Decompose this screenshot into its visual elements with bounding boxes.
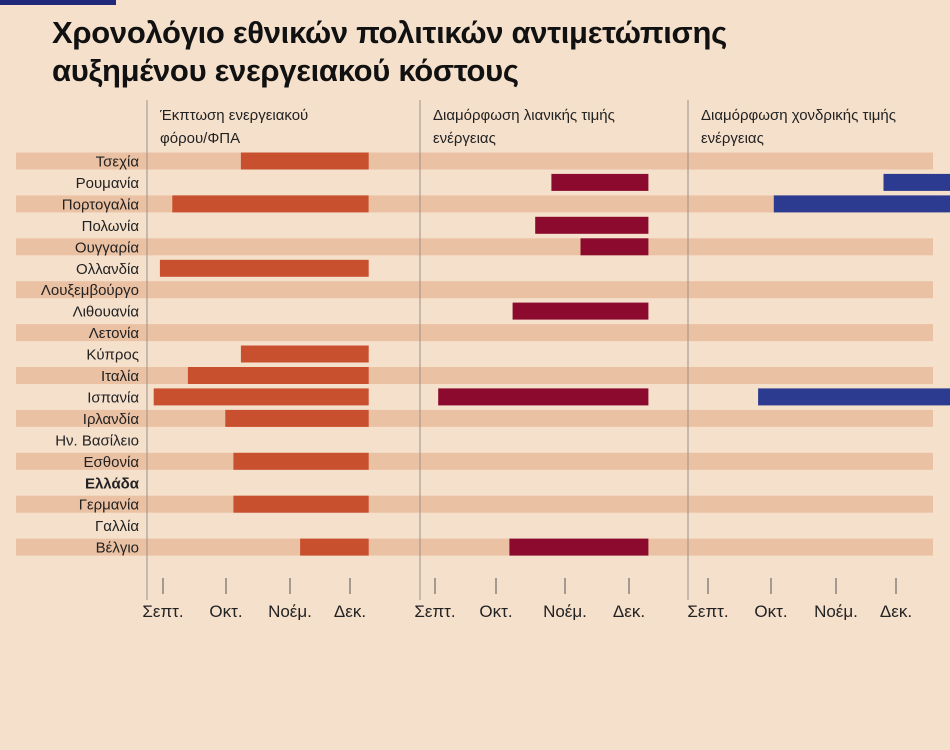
x-tick-label: Νοέμ. xyxy=(543,602,587,621)
row-band xyxy=(16,367,933,384)
bar-panel1 xyxy=(300,538,369,556)
x-tick-label: Οκτ. xyxy=(209,602,242,621)
panel-heading-2: ενέργειας xyxy=(433,130,496,147)
bar-panel3 xyxy=(758,388,950,406)
bar-panel3 xyxy=(773,195,950,213)
country-label: Ην. Βασίλειο xyxy=(55,432,139,449)
row-band xyxy=(16,324,933,342)
x-tick-label: Δεκ. xyxy=(613,602,645,621)
country-label: Ιταλία xyxy=(101,368,139,385)
country-label: Γαλλία xyxy=(95,518,139,535)
x-tick-label: Νοέμ. xyxy=(268,602,312,621)
country-label: Λετονία xyxy=(89,325,140,342)
row-band xyxy=(16,452,933,470)
bar-panel1 xyxy=(233,452,369,470)
country-label: Γερμανία xyxy=(79,497,140,514)
x-tick-label: Σεπτ. xyxy=(414,602,455,621)
panel-heading-3: ενέργειας xyxy=(701,130,764,147)
bar-panel2 xyxy=(535,216,649,234)
bar-panel2 xyxy=(438,388,649,406)
panel-heading-2: Διαμόρφωση λιανικής τιμής xyxy=(433,107,615,124)
country-label: Ιρλανδία xyxy=(83,411,140,428)
bar-panel1 xyxy=(187,367,369,384)
country-label: Βέλγιο xyxy=(96,540,139,557)
country-label: Λουξεμβούργο xyxy=(41,282,139,299)
row-band xyxy=(16,409,933,427)
country-label: Κύπρος xyxy=(86,347,139,364)
panel-heading-3: Διαμόρφωση χονδρικής τιμής xyxy=(701,107,896,124)
bar-panel1 xyxy=(233,495,369,513)
country-label: Ολλανδία xyxy=(76,261,139,278)
country-label: Λιθουανία xyxy=(73,304,140,321)
x-tick-label: Δεκ. xyxy=(334,602,366,621)
country-label: Πολωνία xyxy=(82,218,140,235)
row-band xyxy=(16,281,933,299)
row-band xyxy=(16,238,933,256)
title-line-2: αυξημένου ενεργειακού κόστους xyxy=(52,53,519,88)
title-line-1: Χρονολόγιο εθνικών πολιτικών αντιμετώπισ… xyxy=(52,15,727,50)
x-tick-label: Σεπτ. xyxy=(142,602,183,621)
bar-panel2 xyxy=(509,538,649,556)
country-label: Ρουμανία xyxy=(76,175,140,192)
country-label: Ισπανία xyxy=(87,389,139,406)
bar-panel1 xyxy=(225,409,369,427)
x-tick-label: Δεκ. xyxy=(880,602,912,621)
bar-panel2 xyxy=(512,302,649,320)
bar-panel2 xyxy=(551,173,649,191)
row-band xyxy=(16,152,933,170)
x-tick-label: Νοέμ. xyxy=(814,602,858,621)
x-tick-label: Οκτ. xyxy=(479,602,512,621)
panel-heading-1: φόρου/ΦΠΑ xyxy=(160,130,240,147)
bar-panel3 xyxy=(883,173,950,191)
bar-panel1 xyxy=(240,152,369,170)
bar-panel1 xyxy=(240,345,369,363)
row-band xyxy=(16,538,933,556)
bar-panel1 xyxy=(159,259,369,277)
accent-line xyxy=(0,0,116,5)
x-tick-label: Σεπτ. xyxy=(687,602,728,621)
x-tick-label: Οκτ. xyxy=(754,602,787,621)
chart-title: Χρονολόγιο εθνικών πολιτικών αντιμετώπισ… xyxy=(52,14,932,90)
country-label: Ουγγαρία xyxy=(75,239,139,256)
row-band xyxy=(16,495,933,513)
bar-panel1 xyxy=(172,195,369,213)
country-label: Πορτογαλία xyxy=(62,196,140,213)
country-label: Τσεχία xyxy=(96,154,140,171)
country-label: Εσθονία xyxy=(84,454,140,471)
bar-panel1 xyxy=(153,388,369,406)
panel-heading-1: Έκπτωση ενεργειακού xyxy=(159,107,308,124)
country-label: Ελλάδα xyxy=(85,475,140,492)
bar-panel2 xyxy=(580,238,649,256)
